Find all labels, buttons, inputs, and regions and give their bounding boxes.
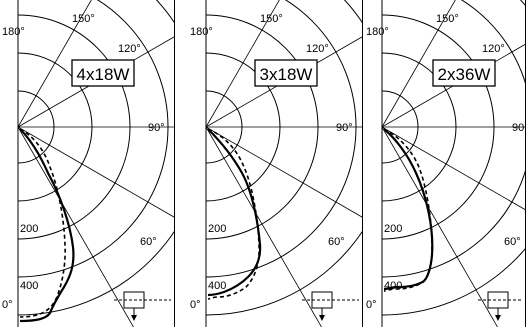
polar-ring [17, 0, 175, 316]
intensity-curve-solid [19, 128, 75, 323]
angle-label-120: 120° [306, 43, 329, 55]
angle-label-180: 180° [366, 26, 389, 38]
polar-ray [17, 126, 175, 219]
polar-panel: 150° 120° 90° 60° 200 400 180° 0° 2x36W [366, 0, 526, 327]
polar-ray [205, 126, 322, 327]
lamp-label: 2x36W [438, 65, 491, 84]
polar-ray [205, 126, 363, 219]
arrow-down-icon [131, 315, 137, 321]
angle-label-150: 150° [72, 13, 95, 25]
polar-ray [381, 0, 456, 128]
angle-label-60: 60° [328, 236, 345, 248]
radial-label-200: 200 [208, 223, 226, 235]
intensity-curve-dashed [19, 128, 66, 318]
polar-ray [381, 126, 498, 327]
radial-label-200: 200 [384, 223, 402, 235]
angle-label-0: 0° [2, 299, 13, 311]
polar-ray [17, 126, 134, 327]
angle-label-60: 60° [140, 236, 157, 248]
angle-label-150: 150° [436, 13, 459, 25]
intensity-curve-solid [207, 128, 262, 297]
arrow-down-icon [495, 315, 501, 321]
lamp-label: 4x18W [77, 65, 130, 84]
polar-ring [205, 0, 363, 316]
angle-label-180: 180° [190, 26, 213, 38]
lamp-label-box [432, 59, 496, 87]
polar-ring [381, 0, 526, 316]
polar-ray [17, 0, 92, 128]
radial-label-400: 400 [384, 280, 402, 292]
polar-ray [381, 126, 526, 211]
angle-label-0: 0° [366, 299, 377, 311]
lamp-label: 3x18W [260, 65, 313, 84]
radial-label-400: 400 [208, 280, 226, 292]
polar-ring [381, 0, 526, 278]
angle-label-150: 150° [260, 13, 283, 25]
angle-label-90: 90° [512, 122, 526, 134]
polar-ray [205, 0, 280, 128]
angle-label-180: 180° [2, 26, 25, 38]
angle-label-0: 0° [190, 299, 201, 311]
angle-label-90: 90° [148, 122, 165, 134]
intensity-curve-dashed [383, 128, 433, 292]
angle-label-120: 120° [482, 43, 505, 55]
lamp-label-box [254, 59, 318, 87]
angle-label-120: 120° [118, 43, 141, 55]
arrow-down-icon [319, 315, 325, 321]
intensity-curve-dashed [207, 128, 260, 300]
angle-label-60: 60° [504, 236, 521, 248]
radial-label-200: 200 [20, 223, 38, 235]
polar-panel: 150° 120° 90° 60° 200 400 180° 0° 3x18W [190, 0, 363, 327]
lamp-label-box [71, 59, 135, 87]
intensity-curve-solid [383, 128, 434, 291]
radial-label-400: 400 [20, 280, 38, 292]
angle-label-90: 90° [336, 122, 353, 134]
polar-panel: 150° 120° 90° 60° 200 400 180° 0° 4x18W [2, 0, 175, 327]
